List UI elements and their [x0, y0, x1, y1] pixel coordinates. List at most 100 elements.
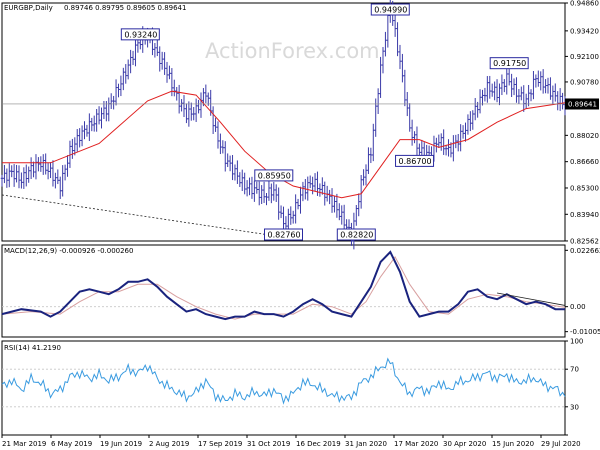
x-tick-label: 17 Sep 2019: [198, 440, 242, 448]
ohlc-bar: [107, 97, 111, 122]
ohlc-bar: [371, 123, 375, 162]
ohlc-bar: [551, 85, 555, 105]
macd-trendline: [496, 292, 566, 306]
ohlc-bar: [163, 52, 166, 75]
ohlc-bar: [134, 38, 137, 67]
ohlc-bar: [102, 100, 106, 119]
ohlc-bar: [267, 179, 271, 201]
ohlc-bar: [73, 137, 77, 156]
price-frame: [1, 2, 566, 242]
rsi-panel: [1, 357, 566, 408]
ohlc-bar: [22, 167, 26, 189]
rsi-header: RSI(14) 41.2190: [4, 344, 61, 352]
ohlc-bar: [376, 88, 380, 115]
price-annotation: 0.91750: [489, 57, 529, 70]
price-y-tick-label: 0.86660: [570, 158, 599, 166]
annotation-label: 0.91750: [493, 59, 526, 68]
x-tick-label: 19 Jun 2019: [100, 440, 142, 448]
ohlc-bar: [100, 107, 103, 129]
ohlc-bar: [435, 137, 438, 153]
ohlc-bar: [233, 164, 237, 181]
macd-line: [1, 250, 565, 321]
ohlc-bar: [449, 142, 453, 158]
ohlc-bar: [75, 129, 79, 152]
ohlc-bar: [97, 106, 101, 125]
ohlc-bar: [109, 93, 113, 109]
ohlc-bar: [335, 193, 339, 218]
ohlc-bar: [401, 53, 404, 83]
price-panel: 0.93240 0.94990 0.91750 0.85950 0.86700 0.827…: [0, 0, 567, 250]
ohlc-bar: [61, 165, 64, 197]
ohlc-bar: [68, 140, 72, 168]
ohlc-bar: [330, 188, 334, 213]
price-header-ohlc: 0.89746 0.89795 0.89605 0.89641: [64, 4, 186, 12]
price-annotation: 0.85950: [254, 169, 294, 182]
annotation-label: 0.85950: [258, 171, 291, 180]
annotation-label: 0.82820: [340, 231, 373, 240]
annotation-label: 0.93240: [124, 30, 157, 39]
ohlc-bar: [447, 139, 450, 157]
ohlc-bar: [522, 85, 526, 112]
ohlc-bar: [284, 216, 288, 231]
ohlc-bar: [197, 99, 200, 114]
macd-signal-line: [1, 255, 566, 320]
last-price-tag: [565, 98, 599, 110]
ohlc-bar: [88, 113, 91, 142]
annotation-box: [370, 3, 410, 16]
ohlc-bar: [381, 47, 385, 74]
ohlc-bar: [204, 84, 208, 104]
ohlc-bar: [214, 117, 217, 132]
macd-y-tick-label: -0.010052: [570, 328, 600, 336]
ohlc-bar: [255, 181, 259, 194]
price-annotation: 0.93240: [120, 28, 160, 41]
annotation-box: [395, 154, 435, 167]
x-tick-label: 31 Oct 2019: [247, 440, 290, 448]
annotation-box: [489, 57, 529, 70]
ohlc-bar: [27, 166, 30, 183]
ohlc-bar: [558, 88, 562, 111]
ohlc-bar: [12, 164, 16, 187]
ohlc-bar: [466, 114, 470, 135]
ohlc-bar: [39, 156, 43, 172]
ohlc-bar: [544, 79, 547, 94]
ohlc-bar: [114, 79, 118, 106]
ohlc-bar: [359, 174, 363, 209]
ohlc-bar: [49, 162, 52, 179]
annotation-box: [264, 228, 303, 241]
ohlc-bar: [226, 153, 229, 168]
ohlc-bar: [289, 206, 293, 225]
ohlc-bar: [308, 175, 312, 189]
ohlc-bar: [180, 99, 183, 112]
x-tick-label: 15 Jun 2020: [492, 440, 534, 448]
ohlc-bar: [117, 83, 120, 98]
ohlc-bar: [296, 198, 300, 210]
ohlc-bar: [126, 59, 130, 80]
ohlc-bar: [257, 181, 261, 206]
ohlc-bar: [85, 124, 89, 137]
annotation-box: [254, 169, 294, 182]
ohlc-bar: [306, 176, 310, 201]
price-y-tick-label: 0.92100: [570, 53, 599, 61]
ohlc-bar: [546, 77, 550, 94]
ohlc-bar: [369, 147, 373, 164]
ohlc-bar: [158, 46, 162, 72]
ohlc-bar: [160, 51, 164, 70]
ohlc-bar: [442, 129, 445, 155]
ohlc-bar: [549, 77, 552, 100]
ohlc-bar: [112, 95, 115, 110]
ohlc-bar: [231, 155, 234, 181]
ohlc-bar: [177, 84, 181, 114]
ohlc-bar: [498, 83, 501, 106]
ohlc-bar: [413, 131, 416, 144]
x-tick-label: 17 Mar 2020: [394, 440, 438, 448]
ohlc-bar: [537, 70, 540, 87]
ohlc-bar: [238, 172, 242, 188]
ohlc-bar: [539, 71, 543, 91]
ohlc-bar: [90, 117, 94, 132]
ohlc-bar: [486, 76, 489, 103]
ohlc-bar: [95, 109, 98, 132]
ohlc-bar: [488, 75, 492, 99]
ohlc-bar: [243, 172, 246, 195]
ohlc-bar: [420, 139, 424, 158]
ohlc-bar: [524, 93, 528, 109]
